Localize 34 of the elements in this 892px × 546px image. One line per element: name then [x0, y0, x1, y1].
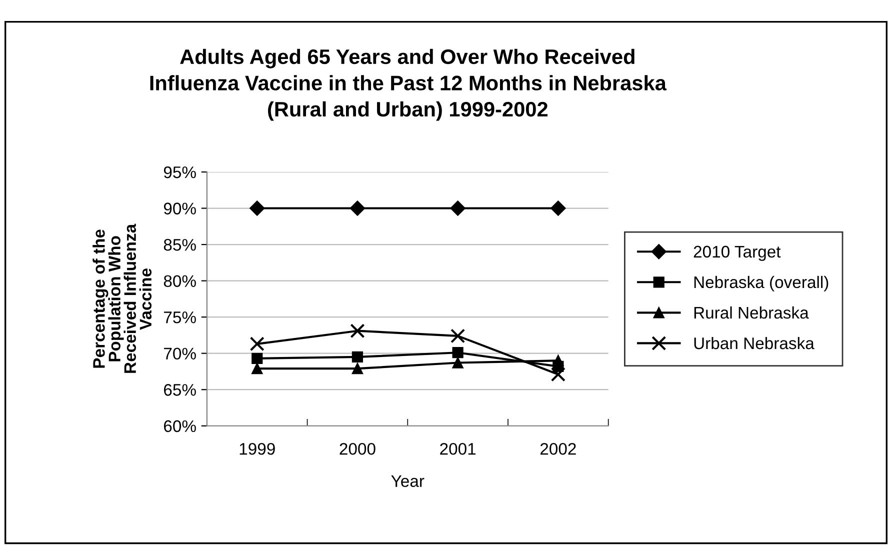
point	[452, 347, 464, 358]
point	[450, 328, 466, 344]
x-axis-title: Year	[391, 475, 424, 487]
y-tick-label: 75%	[164, 312, 196, 324]
point	[350, 200, 366, 216]
y-tick-label: 60%	[164, 420, 196, 432]
point	[450, 200, 466, 216]
legend-label: Urban Nebraska	[694, 336, 814, 350]
x-tick-label: 1999	[240, 442, 275, 455]
point	[550, 367, 566, 382]
point	[252, 363, 263, 374]
y-axis-title: Percentage of the Population Who Received Influenza Vaccine	[92, 224, 152, 373]
point	[350, 324, 365, 338]
legend-label: Nebraska (overall)	[694, 276, 828, 292]
y-tick-label: 85%	[164, 238, 196, 251]
point	[352, 351, 364, 363]
legend-label: Rural Nebraska	[694, 306, 809, 319]
y-tick-label: 90%	[164, 202, 196, 214]
point	[552, 360, 564, 372]
y-tick-label: 95%	[164, 166, 196, 178]
y-tick-label: 80%	[164, 275, 196, 288]
point	[352, 363, 364, 374]
y-tick-label: 70%	[164, 348, 196, 360]
point	[550, 200, 566, 216]
point	[252, 352, 263, 364]
x-tick-label: 2002	[540, 442, 576, 455]
chart-title: Adults Aged 65 Years and Over Who Received Influenza Vaccine in the Past 12 Months in Nebraska (Rural and Urban) 1999-2002	[150, 48, 667, 121]
point	[452, 357, 464, 368]
x-tick-label: 2001	[440, 442, 476, 455]
x-tick-label: 2000	[340, 442, 376, 455]
point	[250, 200, 265, 216]
point	[250, 336, 264, 352]
y-tick-label: 65%	[164, 384, 196, 396]
legend-label: 2010 Target	[694, 246, 781, 261]
